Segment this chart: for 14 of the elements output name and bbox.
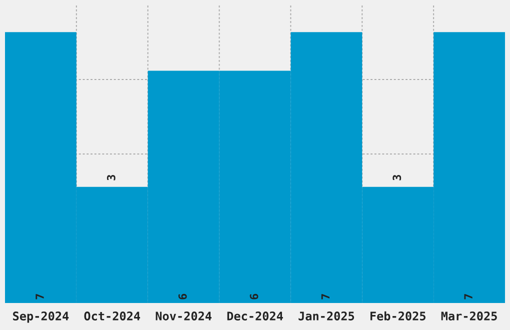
x-tick-label: Dec-2024 bbox=[227, 312, 283, 320]
x-tick-label: Mar-2025 bbox=[441, 312, 497, 320]
data-label: 7 bbox=[321, 294, 330, 300]
x-tick-label: Jan-2025 bbox=[298, 312, 354, 320]
data-label: 3 bbox=[106, 174, 116, 180]
data-label: 7 bbox=[464, 294, 472, 300]
x-tick-label: Feb-2025 bbox=[370, 311, 426, 320]
x-tick-label: Nov-2024 bbox=[156, 312, 212, 320]
data-label: 3 bbox=[392, 174, 402, 180]
data-label: 6 bbox=[178, 294, 187, 300]
data-label: 6 bbox=[250, 294, 258, 300]
data-label: 7 bbox=[36, 294, 44, 300]
x-tick-label: Sep-2024 bbox=[13, 312, 69, 323]
x-tick-label: Oct-2024 bbox=[84, 312, 140, 320]
